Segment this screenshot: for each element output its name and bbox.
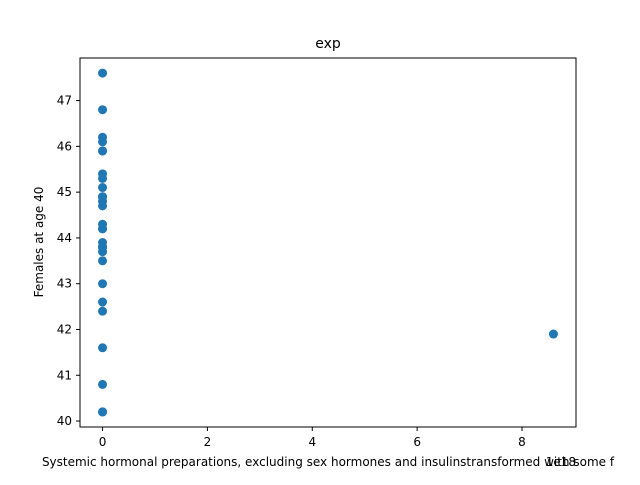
data-point bbox=[98, 256, 108, 266]
x-axis-label: Systemic hormonal preparations, excludin… bbox=[42, 455, 615, 469]
plot-frame bbox=[79, 57, 577, 428]
data-point bbox=[98, 407, 108, 417]
data-point bbox=[98, 105, 108, 115]
x-tick-label: 8 bbox=[518, 435, 526, 449]
y-tick-label: 41 bbox=[57, 368, 72, 382]
data-point bbox=[98, 201, 108, 211]
chart-title: exp bbox=[315, 36, 341, 52]
y-tick-label: 46 bbox=[57, 139, 72, 153]
y-tick-label: 40 bbox=[57, 414, 72, 428]
data-point bbox=[98, 224, 108, 234]
data-point bbox=[98, 242, 108, 252]
data-point bbox=[98, 146, 108, 156]
data-point bbox=[98, 137, 108, 147]
y-tick-label: 47 bbox=[57, 94, 72, 108]
data-point bbox=[98, 297, 108, 307]
data-point bbox=[98, 379, 108, 389]
data-point bbox=[548, 329, 558, 339]
data-point bbox=[98, 173, 108, 183]
data-point bbox=[98, 183, 108, 193]
data-point bbox=[98, 343, 108, 353]
y-tick-label: 45 bbox=[57, 185, 72, 199]
y-tick-label: 42 bbox=[57, 322, 72, 336]
y-axis-label: Females at age 40 bbox=[32, 187, 46, 298]
y-axis-ticks: 40 41 42 43 44 45 46 47 bbox=[57, 94, 80, 428]
x-tick-label: 2 bbox=[204, 435, 212, 449]
x-tick-label: 6 bbox=[413, 435, 421, 449]
x-axis-ticks: 0 2 4 6 8 bbox=[99, 427, 526, 449]
x-tick-label: 0 bbox=[99, 435, 107, 449]
data-point bbox=[98, 192, 108, 202]
x-axis-offset-label: 1e18 bbox=[546, 455, 576, 469]
y-tick-label: 44 bbox=[57, 231, 72, 245]
x-tick-label: 4 bbox=[308, 435, 316, 449]
data-point bbox=[98, 306, 108, 316]
data-point bbox=[98, 279, 108, 289]
data-point bbox=[98, 68, 108, 78]
data-points bbox=[98, 68, 558, 417]
y-tick-label: 43 bbox=[57, 277, 72, 291]
